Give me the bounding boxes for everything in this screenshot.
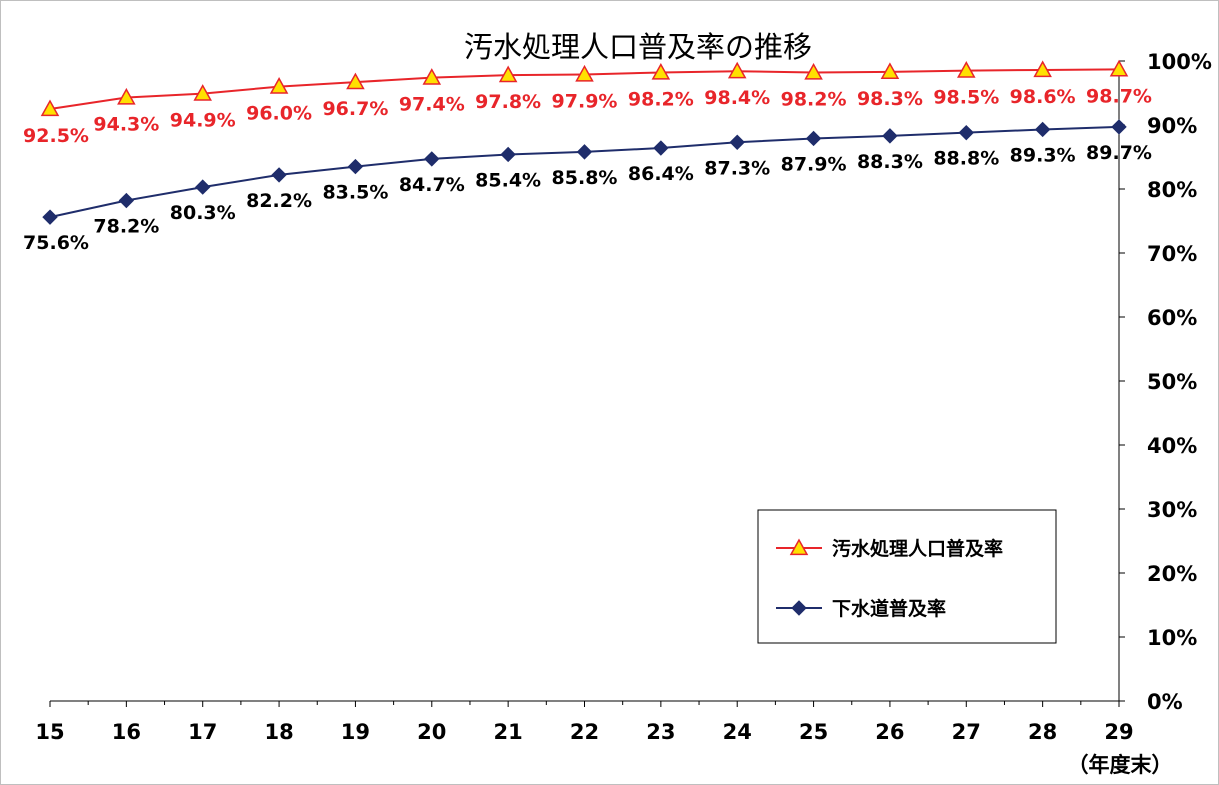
- y-tick-label: 20%: [1147, 562, 1197, 586]
- diamond-marker: [805, 130, 822, 147]
- diamond-marker: [1034, 121, 1051, 138]
- data-label: 98.2%: [781, 89, 847, 111]
- data-label: 86.4%: [628, 163, 694, 185]
- data-label: 98.5%: [933, 87, 999, 109]
- data-labels: 92.5%94.3% 94.9% 96.0% 96.7% 97.4% 97.8% 97.9%…: [23, 85, 1152, 254]
- triangle-marker: [193, 84, 212, 101]
- x-tick-label: 25: [799, 720, 828, 744]
- data-label: 97.4%: [399, 94, 465, 116]
- data-label: 94.9%: [170, 110, 236, 132]
- legend-label-0: 汚水処理人口普及率: [832, 537, 1003, 560]
- legend-triangle-marker: [789, 538, 809, 556]
- triangle-marker: [804, 62, 823, 80]
- data-label: 87.3%: [704, 157, 770, 179]
- y-tick-label: 80%: [1147, 178, 1197, 202]
- data-label: 97.8%: [475, 91, 541, 113]
- y-tick-label: 100%: [1147, 50, 1212, 74]
- data-label: 78.2%: [93, 216, 159, 238]
- data-label: 98.7%: [1086, 85, 1152, 107]
- triangle-marker: [1033, 60, 1052, 78]
- legend-label-1: 下水道普及率: [832, 597, 946, 620]
- data-label: 85.8%: [552, 167, 618, 189]
- x-tick-label: 18: [264, 720, 293, 744]
- x-tick-label: 21: [494, 720, 523, 744]
- diamond-marker: [958, 124, 974, 141]
- data-label: 89.7%: [1086, 142, 1152, 164]
- y-tick-label: 70%: [1147, 242, 1197, 266]
- x-tick-label: 17: [188, 720, 217, 744]
- data-label: 82.2%: [246, 190, 312, 212]
- data-label: 84.7%: [399, 174, 465, 196]
- x-tick-label: 16: [112, 720, 141, 744]
- x-axis-title: （年度末）: [1068, 753, 1173, 777]
- x-tick-label: 27: [952, 720, 981, 744]
- diamond-marker: [576, 144, 593, 160]
- axes: 15 16 17 18 19 20 21 22 23 24 25 26 27 28 29 0% 10% 20% 30…: [35, 50, 1212, 744]
- x-tick-label: 26: [875, 720, 904, 744]
- triangle-marker: [346, 72, 365, 90]
- y-tick-label: 0%: [1147, 690, 1183, 714]
- y-tick-label: 10%: [1147, 626, 1197, 650]
- triangle-marker: [422, 68, 442, 85]
- data-label: 89.3%: [1010, 144, 1076, 166]
- diamond-marker: [271, 167, 287, 183]
- data-label: 96.0%: [246, 103, 312, 125]
- y-tick-label: 40%: [1147, 434, 1197, 458]
- data-label: 97.9%: [552, 90, 618, 112]
- triangle-marker: [498, 65, 518, 83]
- y-tick-label: 60%: [1147, 306, 1197, 330]
- data-label: 75.6%: [23, 232, 89, 254]
- x-tick-label: 15: [35, 720, 64, 744]
- triangle-marker: [957, 61, 976, 78]
- triangle-marker: [880, 62, 900, 80]
- diamond-marker: [424, 151, 440, 167]
- data-label: 98.4%: [704, 87, 770, 109]
- diamond-marker: [1111, 119, 1127, 135]
- chart-title: 汚水処理人口普及率の推移: [464, 30, 812, 64]
- x-tick-label: 19: [341, 720, 370, 744]
- diamond-marker: [882, 128, 898, 144]
- data-label: 98.6%: [1010, 86, 1076, 108]
- x-tick-label: 22: [570, 720, 599, 744]
- triangle-marker: [117, 87, 136, 105]
- data-label: 94.3%: [93, 113, 159, 135]
- x-tick-label: 28: [1028, 720, 1057, 744]
- data-label: 83.5%: [322, 182, 388, 204]
- triangle-marker: [575, 64, 594, 82]
- diamond-marker: [118, 192, 135, 209]
- diamond-marker: [195, 179, 211, 195]
- data-label: 85.4%: [475, 169, 541, 191]
- data-label: 87.9%: [781, 153, 847, 175]
- y-tick-label: 90%: [1147, 114, 1197, 138]
- legend-diamond-marker: [791, 600, 807, 616]
- data-label: 88.3%: [857, 151, 923, 173]
- data-label: 88.8%: [933, 148, 999, 170]
- diamond-marker: [500, 146, 516, 163]
- diamond-marker: [42, 209, 58, 225]
- data-label: 92.5%: [23, 125, 89, 147]
- triangle-marker: [651, 62, 671, 80]
- series-markers: [40, 59, 1129, 225]
- data-label: 80.3%: [170, 202, 236, 224]
- triangle-marker: [727, 61, 747, 79]
- legend-box: [757, 509, 1057, 644]
- x-tick-label: 23: [646, 720, 675, 744]
- diamond-marker: [347, 158, 364, 175]
- triangle-marker: [1109, 59, 1129, 77]
- diamond-marker: [653, 140, 669, 156]
- triangle-marker: [40, 99, 60, 117]
- y-tick-label: 50%: [1147, 370, 1197, 394]
- data-label: 98.2%: [628, 89, 694, 111]
- y-tick-label: 30%: [1147, 498, 1197, 522]
- triangle-marker: [269, 77, 289, 94]
- data-label: 96.7%: [322, 98, 388, 120]
- data-label: 98.3%: [857, 88, 923, 110]
- x-tick-label: 24: [723, 720, 752, 744]
- diamond-marker: [729, 134, 745, 150]
- x-tick-label: 29: [1104, 720, 1133, 744]
- x-tick-label: 20: [417, 720, 446, 744]
